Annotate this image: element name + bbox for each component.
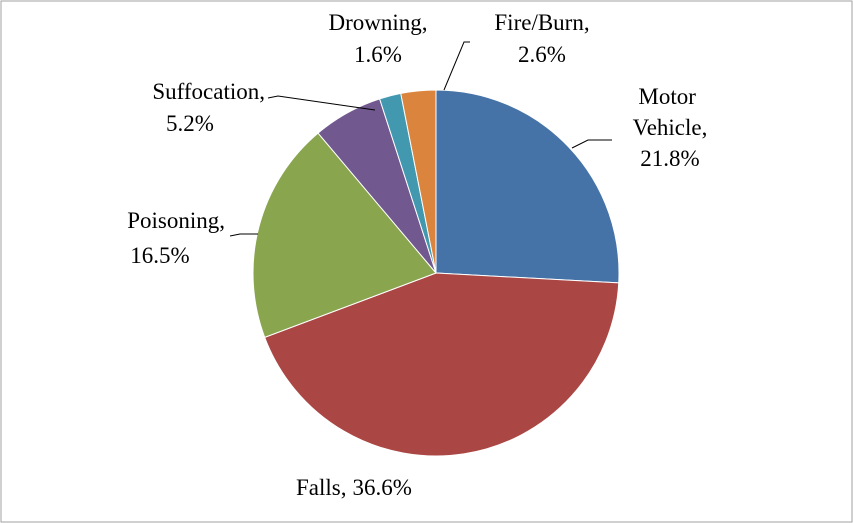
value-label: 5.2%: [166, 111, 214, 136]
category-label: Suffocation,: [152, 79, 265, 104]
leader-line: [267, 95, 376, 111]
category-label: Motor Vehicle,: [633, 84, 708, 140]
category-label: Fire/Burn,: [494, 10, 589, 35]
pie-slice: [252, 132, 437, 339]
value-label: 2.6%: [518, 42, 566, 67]
category-label: Poisoning,: [127, 208, 225, 233]
value-label: 16.5%: [130, 243, 189, 268]
category-label: Falls,: [296, 475, 346, 500]
pie-slice: [400, 89, 437, 274]
category-label: Drowning,: [328, 10, 427, 35]
pie-slice: [264, 272, 620, 457]
leader-line: [443, 41, 470, 91]
leader-line: [571, 139, 612, 149]
value-label: 21.8%: [640, 146, 699, 171]
value-label: 36.6%: [352, 475, 411, 500]
value-label: 1.6%: [354, 42, 402, 67]
data-label: Falls, 36.6%: [296, 475, 412, 500]
pie-slice: [435, 89, 620, 284]
leader-line: [229, 233, 258, 237]
